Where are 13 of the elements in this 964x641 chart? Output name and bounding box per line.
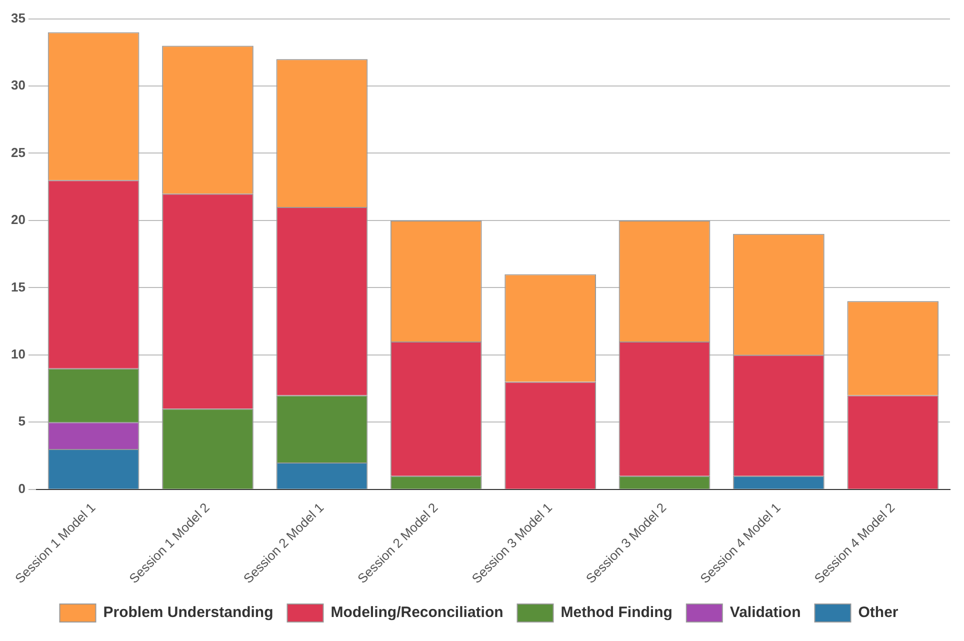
legend-label: Modeling/Reconciliation <box>330 604 504 622</box>
y-tick-label: 35 <box>10 10 26 26</box>
y-tick-label: 5 <box>18 414 26 429</box>
y-tick-label: 25 <box>10 144 26 160</box>
y-tick-label: 0 <box>18 480 26 496</box>
y-tick-label: 20 <box>10 212 26 228</box>
legend-label: Other <box>858 604 898 622</box>
y-tick-label: 30 <box>10 78 26 93</box>
y-tick-label: 10 <box>10 346 26 362</box>
legend-label: Method Finding <box>560 604 672 622</box>
y-tick-label: 15 <box>10 279 26 294</box>
legend-label: Validation <box>730 604 801 622</box>
legend-label: Problem Understanding <box>103 604 274 622</box>
